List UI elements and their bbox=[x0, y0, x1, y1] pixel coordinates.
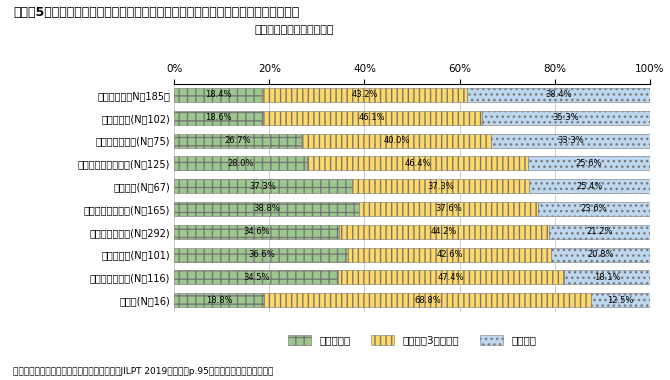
Bar bbox=[482, 111, 650, 125]
Text: 37.3%: 37.3% bbox=[427, 182, 454, 191]
Text: 37.3%: 37.3% bbox=[249, 182, 276, 191]
Bar bbox=[262, 88, 467, 102]
Bar bbox=[352, 179, 529, 193]
Text: （複数回答、介護終了者）: （複数回答、介護終了者） bbox=[255, 25, 334, 35]
Bar bbox=[174, 202, 358, 216]
Text: 26.7%: 26.7% bbox=[224, 136, 251, 145]
Text: 33.3%: 33.3% bbox=[557, 136, 584, 145]
Bar bbox=[551, 247, 650, 262]
Bar bbox=[302, 133, 492, 148]
Text: 34.5%: 34.5% bbox=[243, 273, 269, 282]
Text: 44.2%: 44.2% bbox=[431, 227, 457, 236]
Text: 25.6%: 25.6% bbox=[576, 159, 602, 168]
Bar bbox=[174, 179, 352, 193]
Bar bbox=[174, 156, 308, 171]
Bar bbox=[308, 156, 528, 171]
Text: 46.4%: 46.4% bbox=[405, 159, 431, 168]
Bar bbox=[549, 225, 650, 239]
Bar bbox=[174, 88, 262, 102]
Bar bbox=[339, 225, 549, 239]
Bar bbox=[492, 133, 650, 148]
Text: 34.6%: 34.6% bbox=[243, 227, 270, 236]
Bar bbox=[263, 293, 591, 307]
Bar bbox=[563, 270, 650, 285]
Bar bbox=[358, 202, 537, 216]
Text: 42.6%: 42.6% bbox=[436, 250, 463, 259]
Text: 18.6%: 18.6% bbox=[205, 113, 232, 122]
Bar bbox=[174, 293, 263, 307]
Text: 28.0%: 28.0% bbox=[228, 159, 254, 168]
Text: 20.8%: 20.8% bbox=[587, 250, 614, 259]
Legend: １週間以内, １週間う3か月以内, ３か月超: １週間以内, １週間う3か月以内, ３か月超 bbox=[288, 335, 536, 345]
Bar bbox=[174, 270, 338, 285]
Bar bbox=[174, 133, 302, 148]
Text: 37.6%: 37.6% bbox=[435, 204, 462, 214]
Text: 18.4%: 18.4% bbox=[205, 90, 231, 100]
Text: 40.0%: 40.0% bbox=[383, 136, 409, 145]
Bar bbox=[348, 247, 551, 262]
Bar bbox=[338, 270, 563, 285]
Text: 68.8%: 68.8% bbox=[414, 296, 441, 305]
Bar bbox=[529, 179, 650, 193]
Text: 18.8%: 18.8% bbox=[206, 296, 232, 305]
Text: 47.4%: 47.4% bbox=[438, 273, 464, 282]
Bar bbox=[174, 247, 348, 262]
Text: 36.6%: 36.6% bbox=[248, 250, 275, 259]
Bar bbox=[591, 293, 651, 307]
Text: 資料）「家族の介護と就業に関する調査」（JILPT 2019）　本書p.95　対象：介護開始時雇用者: 資料）「家族の介護と就業に関する調査」（JILPT 2019） 本書p.95 対… bbox=[13, 367, 274, 376]
Bar bbox=[174, 111, 263, 125]
Text: 18.1%: 18.1% bbox=[594, 273, 620, 282]
Bar bbox=[263, 111, 482, 125]
Text: 38.8%: 38.8% bbox=[253, 204, 280, 214]
Text: 25.4%: 25.4% bbox=[576, 182, 603, 191]
Text: 38.4%: 38.4% bbox=[545, 90, 572, 100]
Text: 21.2%: 21.2% bbox=[586, 227, 612, 236]
Text: 12.5%: 12.5% bbox=[608, 296, 634, 305]
Text: 46.1%: 46.1% bbox=[359, 113, 385, 122]
Bar bbox=[528, 156, 650, 171]
Text: 43.2%: 43.2% bbox=[351, 90, 378, 100]
Text: 35.3%: 35.3% bbox=[553, 113, 580, 122]
Text: シート5　介護のための連続休暇が必要な理由別　介護のために必要な連続休暇期間: シート5 介護のための連続休暇が必要な理由別 介護のために必要な連続休暇期間 bbox=[13, 6, 299, 19]
Bar bbox=[537, 202, 650, 216]
Text: 23.6%: 23.6% bbox=[580, 204, 607, 214]
Bar bbox=[467, 88, 650, 102]
Bar bbox=[174, 225, 339, 239]
